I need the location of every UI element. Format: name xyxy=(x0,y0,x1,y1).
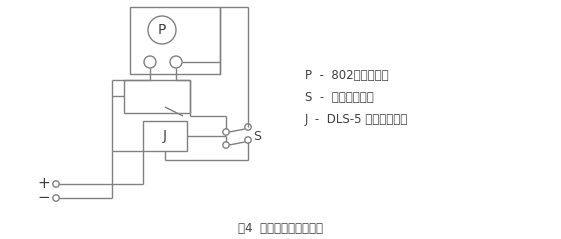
Text: S  -  双刀双掷开关: S - 双刀双掷开关 xyxy=(305,91,374,103)
Circle shape xyxy=(53,195,59,201)
Text: −: − xyxy=(38,190,50,206)
Circle shape xyxy=(223,129,229,135)
Text: P: P xyxy=(158,23,166,37)
Text: J: J xyxy=(163,129,167,143)
Bar xyxy=(143,121,187,151)
Text: +: + xyxy=(38,176,50,191)
Circle shape xyxy=(223,142,229,148)
Text: S: S xyxy=(253,130,261,143)
Circle shape xyxy=(245,124,251,130)
Text: J  -  DLS-5 双位置继电器: J - DLS-5 双位置继电器 xyxy=(305,113,408,125)
Text: 图4  动作时间检验线路图: 图4 动作时间检验线路图 xyxy=(238,222,324,234)
Text: P  -  802数字毫秒表: P - 802数字毫秒表 xyxy=(305,69,389,81)
Circle shape xyxy=(245,137,251,143)
Bar xyxy=(124,80,190,113)
Bar xyxy=(130,7,220,74)
Circle shape xyxy=(53,181,59,187)
